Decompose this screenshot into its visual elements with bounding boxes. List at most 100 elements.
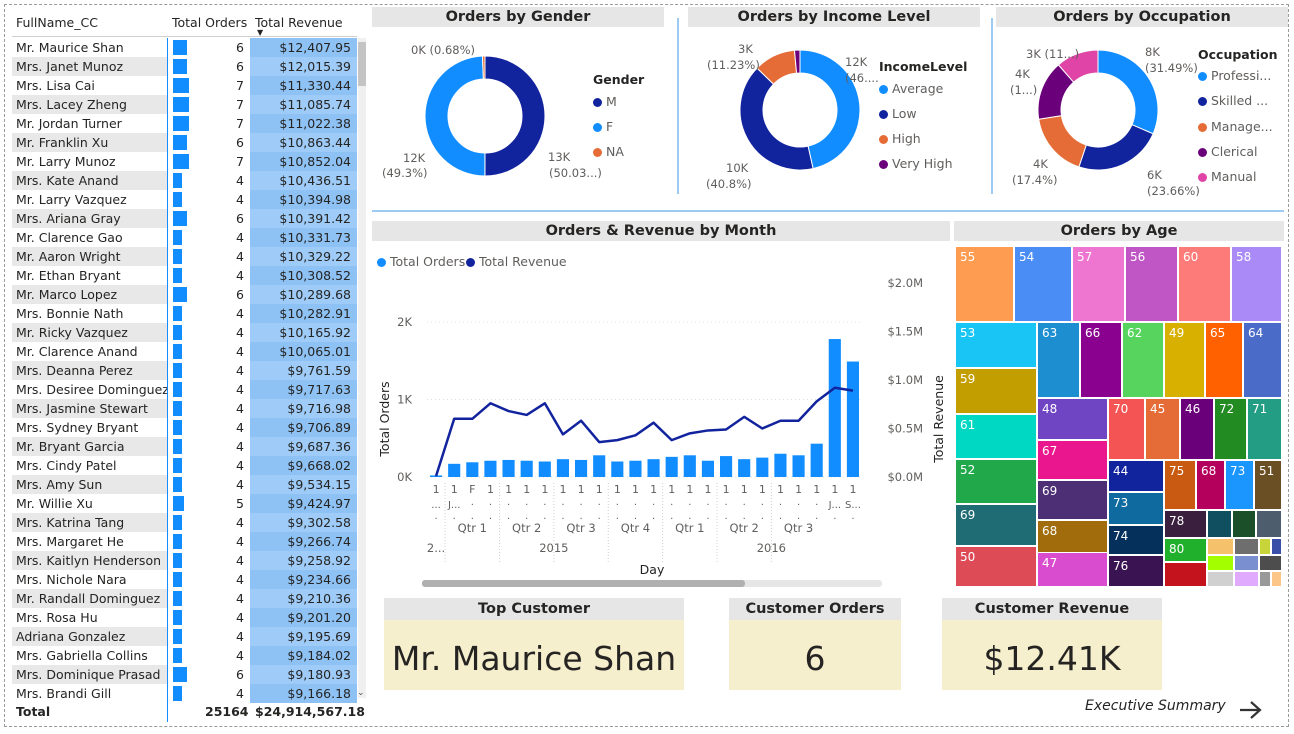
table-row[interactable]: Mr. Willie Xu 5 $9,424.97	[12, 494, 357, 513]
orders-revenue-combo-chart[interactable]: 0K 1K 2K $0.0M $0.5M $1.0M $1.5M $2.0M Total Ord…	[372, 270, 952, 590]
treemap-tile[interactable]: 75	[1164, 460, 1196, 510]
orders-by-age-treemap[interactable]: 55 54 57 56 60 58 53 63 66 62 49 65 64 59 61 48 70 45 46 72…	[955, 246, 1282, 587]
orders-bar[interactable]	[701, 460, 714, 477]
orders-bar[interactable]	[538, 461, 551, 478]
treemap-tile[interactable]: 52	[955, 459, 1037, 504]
treemap-tile[interactable]: 73	[1108, 492, 1164, 525]
treemap-tile[interactable]: 49	[1164, 322, 1205, 398]
treemap-tile[interactable]: 71	[1247, 398, 1282, 460]
treemap-tile[interactable]: 70	[1108, 398, 1145, 460]
table-row[interactable]: Mrs. Desiree Dominguez 4 $9,717.63	[12, 380, 357, 399]
table-row[interactable]: Mrs. Gabriella Collins 4 $9,184.02	[12, 646, 357, 665]
treemap-tile-small[interactable]	[1259, 538, 1271, 555]
customer-table[interactable]: FullName_CC Total Orders Total Revenue ▼…	[12, 10, 368, 722]
treemap-tile[interactable]: 68	[1196, 460, 1225, 510]
legend-item[interactable]: M	[593, 94, 617, 109]
legend-item[interactable]: Manage...	[1198, 119, 1273, 134]
treemap-tile[interactable]: 56	[1125, 246, 1178, 322]
treemap-tile[interactable]: 60	[1178, 246, 1231, 322]
orders-bar[interactable]	[647, 459, 660, 477]
treemap-tile-small[interactable]	[1256, 510, 1282, 538]
orders-bar[interactable]	[430, 475, 443, 477]
table-row[interactable]: Mr. Marco Lopez 6 $10,289.68	[12, 285, 357, 304]
legend-item[interactable]: Manual	[1198, 169, 1256, 184]
table-row[interactable]: Mrs. Sydney Bryant 4 $9,706.89	[12, 418, 357, 437]
table-row[interactable]: Mrs. Nichole Nara 4 $9,234.66	[12, 570, 357, 589]
column-header-revenue[interactable]: Total Revenue	[255, 15, 343, 30]
treemap-tile[interactable]: 50	[955, 546, 1037, 587]
treemap-tile[interactable]: 62	[1122, 322, 1164, 398]
table-row[interactable]: Mrs. Katrina Tang 4 $9,302.58	[12, 513, 357, 532]
donut-slice-m[interactable]	[484, 55, 546, 177]
treemap-tile[interactable]: 46	[1180, 398, 1214, 460]
sort-descending-icon[interactable]: ▼	[257, 28, 264, 37]
treemap-tile[interactable]: 63	[1037, 322, 1080, 398]
treemap-tile[interactable]: 69	[1037, 480, 1108, 520]
orders-bar[interactable]	[774, 453, 787, 477]
orders-bar[interactable]	[575, 459, 588, 477]
treemap-tile[interactable]: 53	[955, 322, 1037, 368]
table-row[interactable]: Mrs. Cindy Patel 4 $9,668.02	[12, 456, 357, 475]
table-row[interactable]: Mrs. Dominique Prasad 6 $9,180.93	[12, 665, 357, 684]
treemap-tile-small[interactable]	[1207, 538, 1234, 555]
treemap-tile[interactable]: 65	[1205, 322, 1243, 398]
treemap-tile-small[interactable]	[1207, 555, 1234, 571]
legend-item[interactable]: Average	[879, 81, 943, 96]
treemap-tile-small[interactable]	[1234, 555, 1259, 571]
executive-summary-nav-label[interactable]: Executive Summary	[1085, 698, 1226, 714]
legend-item-total-revenue[interactable]: Total Revenue	[466, 254, 567, 269]
table-row[interactable]: Mr. Clarence Gao 4 $10,331.73	[12, 228, 357, 247]
legend-item[interactable]: Low	[879, 106, 917, 121]
donut-slice-veryhigh[interactable]	[793, 49, 801, 74]
income-donut-chart[interactable]	[688, 28, 988, 198]
table-row[interactable]: Mrs. Margaret He 4 $9,266.74	[12, 532, 357, 551]
table-scrollbar[interactable]	[358, 38, 366, 698]
treemap-tile[interactable]: 54	[1014, 246, 1072, 322]
treemap-tile-small[interactable]	[1271, 538, 1282, 555]
treemap-tile[interactable]: 51	[1254, 460, 1282, 510]
table-row[interactable]: Mrs. Amy Sun 4 $9,534.15	[12, 475, 357, 494]
donut-slice-low[interactable]	[739, 67, 814, 171]
treemap-tile-small[interactable]	[1207, 510, 1232, 538]
table-row[interactable]: Mr. Maurice Shan 6 $12,407.95	[12, 38, 357, 57]
treemap-tile-small[interactable]	[1259, 571, 1271, 587]
orders-bar[interactable]	[720, 456, 733, 477]
treemap-tile[interactable]: 44	[1108, 460, 1164, 492]
legend-item[interactable]: Very High	[879, 156, 953, 171]
table-row[interactable]: Mrs. Ariana Gray 6 $10,391.42	[12, 209, 357, 228]
legend-item[interactable]: Clerical	[1198, 144, 1258, 159]
orders-bar[interactable]	[846, 361, 859, 477]
legend-item[interactable]: Skilled ...	[1198, 93, 1268, 108]
arrow-right-icon[interactable]	[1238, 699, 1264, 721]
orders-bar[interactable]	[629, 460, 642, 477]
treemap-tile-small[interactable]	[1232, 510, 1256, 538]
table-row[interactable]: Mr. Aaron Wright 4 $10,329.22	[12, 247, 357, 266]
treemap-tile[interactable]: 61	[955, 414, 1037, 459]
table-row[interactable]: Mrs. Kaitlyn Henderson 4 $9,258.92	[12, 551, 357, 570]
table-row[interactable]: Mrs. Lacey Zheng 7 $11,085.74	[12, 95, 357, 114]
treemap-tile[interactable]: 59	[955, 368, 1037, 414]
table-row[interactable]: Mr. Randall Dominguez 4 $9,210.36	[12, 589, 357, 608]
column-header-name[interactable]: FullName_CC	[16, 15, 98, 30]
orders-bar[interactable]	[665, 456, 678, 477]
treemap-tile[interactable]: 45	[1145, 398, 1180, 460]
treemap-tile[interactable]: 55	[955, 246, 1014, 322]
treemap-tile[interactable]: 66	[1080, 322, 1122, 398]
orders-bar[interactable]	[756, 457, 769, 477]
treemap-tile-small[interactable]	[1234, 538, 1259, 555]
treemap-tile[interactable]: 67	[1037, 440, 1108, 480]
orders-bar[interactable]	[810, 443, 823, 477]
treemap-tile[interactable]: 47	[1037, 552, 1108, 587]
table-row[interactable]: Mr. Larry Vazquez 4 $10,394.98	[12, 190, 357, 209]
table-row[interactable]: Mr. Ricky Vazquez 4 $10,165.92	[12, 323, 357, 342]
orders-bar[interactable]	[683, 455, 696, 477]
table-row[interactable]: Mrs. Lisa Cai 7 $11,330.44	[12, 76, 357, 95]
legend-item[interactable]: Professi...	[1198, 68, 1271, 83]
legend-item[interactable]: NA	[593, 144, 624, 159]
treemap-tile[interactable]: 73	[1225, 460, 1254, 510]
treemap-tile[interactable]: 78	[1164, 510, 1207, 538]
donut-slice-average[interactable]	[799, 49, 861, 170]
orders-bar[interactable]	[448, 463, 461, 477]
legend-item[interactable]: F	[593, 119, 613, 134]
treemap-tile[interactable]: 69	[955, 504, 1037, 546]
